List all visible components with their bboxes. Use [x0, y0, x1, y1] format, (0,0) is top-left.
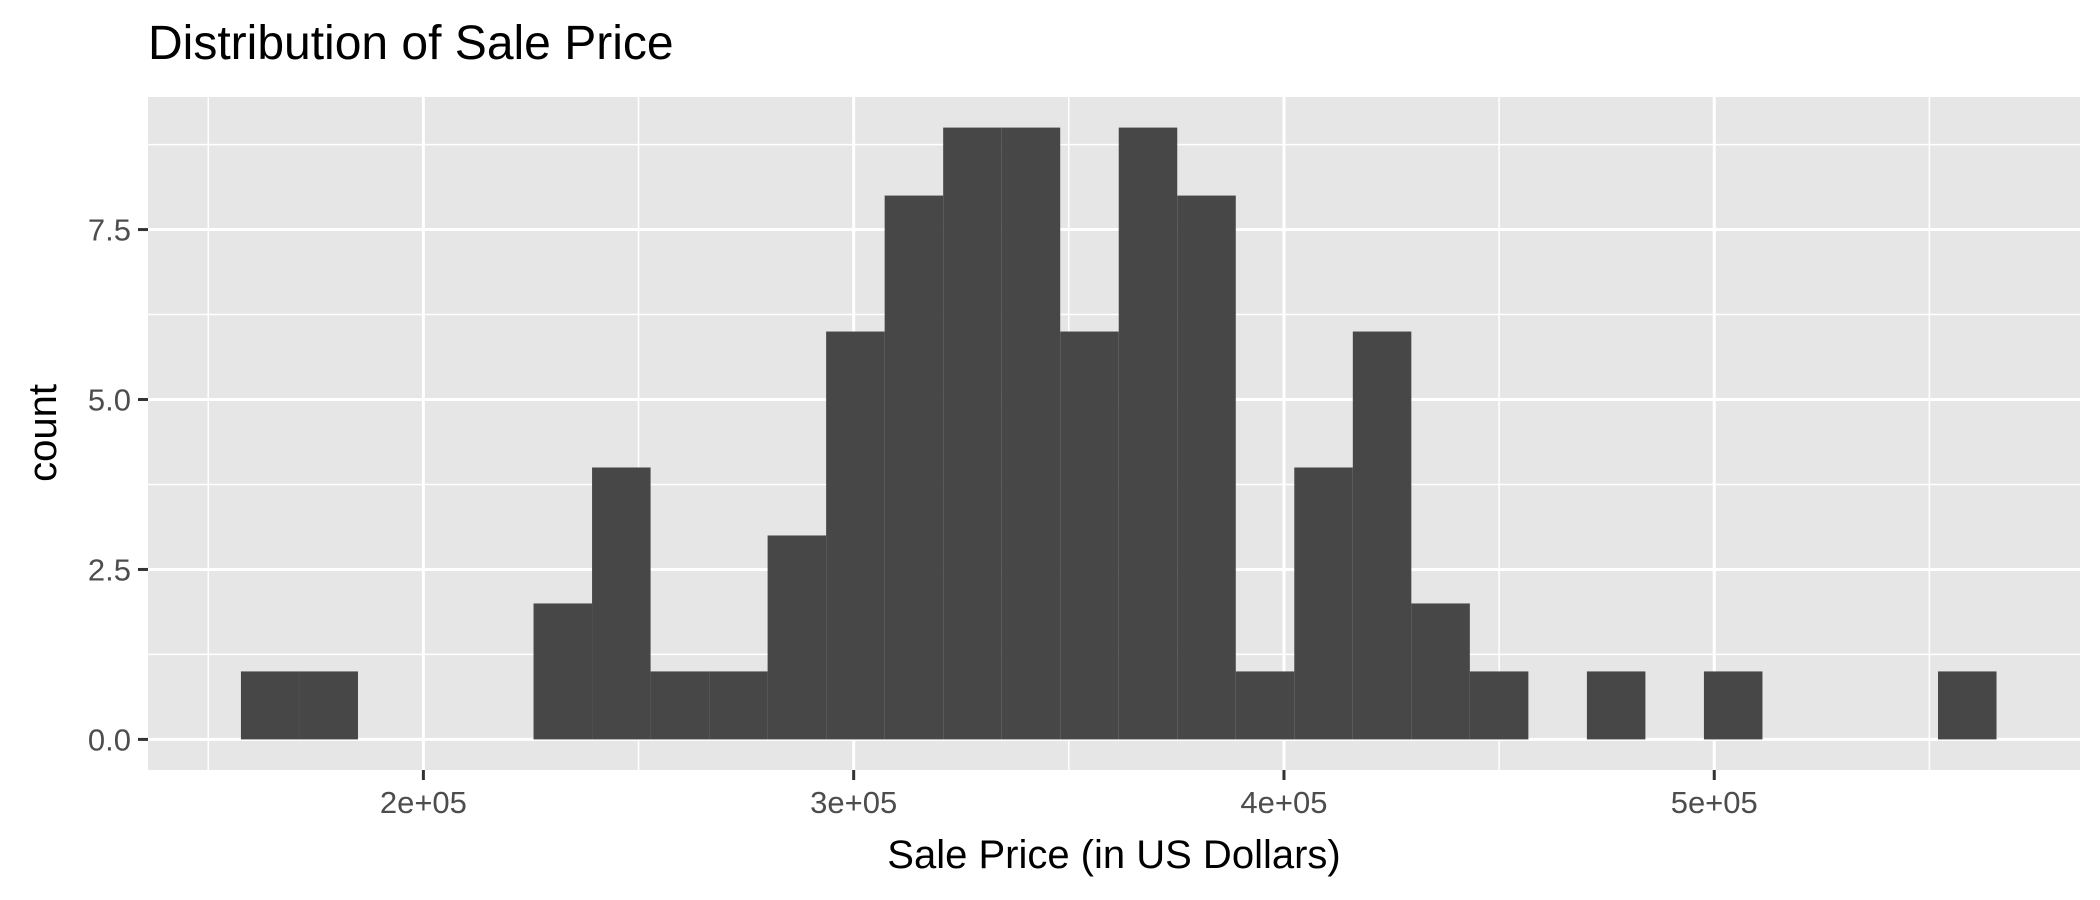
- histogram-bars: [240, 127, 1997, 740]
- histogram-bar: [1469, 671, 1529, 740]
- y-tick-label: 7.5: [88, 213, 131, 248]
- x-tick-label: 5e+05: [1671, 785, 1758, 820]
- histogram-bar: [1177, 195, 1236, 740]
- histogram-bar: [1411, 603, 1470, 740]
- histogram-bar: [767, 535, 827, 740]
- histogram-bar: [1586, 671, 1646, 740]
- histogram-bar: [1118, 127, 1178, 740]
- y-tick-label: 2.5: [88, 552, 131, 587]
- histogram-bar: [1060, 331, 1119, 740]
- histogram-bar: [1352, 331, 1412, 740]
- histogram-bar: [709, 671, 768, 740]
- y-tick-label: 0.0: [88, 722, 131, 757]
- histogram-bar: [299, 671, 358, 740]
- histogram-bar: [943, 127, 1002, 740]
- histogram-bar: [592, 467, 651, 740]
- x-tick-label: 3e+05: [810, 785, 897, 820]
- chart-title: Distribution of Sale Price: [148, 17, 674, 70]
- histogram-bar: [1001, 127, 1061, 740]
- x-axis: 2e+05 3e+05 4e+05 5e+05: [380, 770, 1758, 820]
- histogram-bar: [1938, 671, 1997, 740]
- y-axis: 0.0 2.5 5.0 7.5: [88, 213, 148, 757]
- histogram-bar: [650, 671, 710, 740]
- x-tick-label: 4e+05: [1240, 785, 1327, 820]
- histogram-bar: [1703, 671, 1763, 740]
- histogram-bar: [533, 603, 593, 740]
- histogram-bar: [884, 195, 944, 740]
- histogram-bar: [240, 671, 300, 740]
- y-axis-title: count: [21, 384, 65, 482]
- y-tick-label: 5.0: [88, 383, 131, 418]
- x-axis-title: Sale Price (in US Dollars): [887, 833, 1340, 877]
- histogram-bar: [826, 331, 885, 740]
- x-tick-label: 2e+05: [380, 785, 467, 820]
- histogram-bar: [1294, 467, 1353, 740]
- histogram-bar: [1235, 671, 1295, 740]
